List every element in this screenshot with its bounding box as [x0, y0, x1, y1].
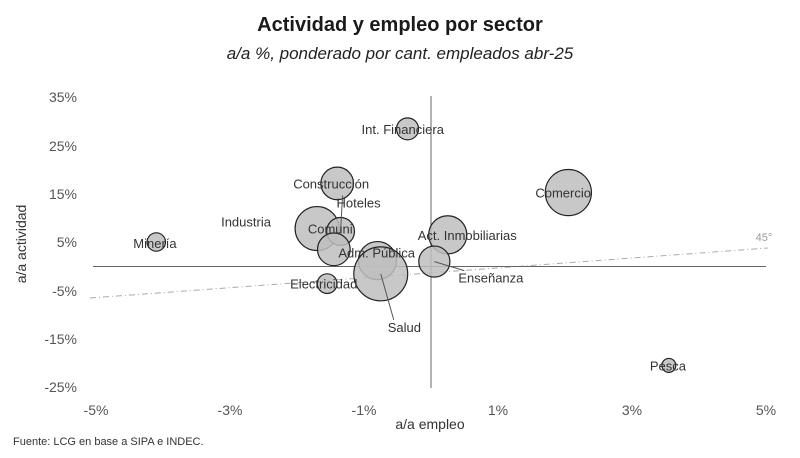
- x-tick-label: -3%: [218, 402, 243, 418]
- y-tick-label: -15%: [44, 331, 77, 347]
- x-tick-label: 5%: [756, 402, 776, 418]
- point-label: Pesca: [650, 358, 687, 373]
- y-tick-label: 5%: [57, 234, 77, 250]
- bubble-point: [395, 117, 420, 141]
- y-axis-title: a/a actividad: [13, 205, 29, 284]
- reference-line-label: 45°: [756, 232, 773, 244]
- label-leader-line: [434, 261, 465, 272]
- point-labels: Int. Financiera Construcción Comercio Indus…: [133, 122, 686, 374]
- bubble-point: [320, 166, 355, 201]
- point-label: Construcción: [293, 176, 369, 191]
- point-label: Comuni.: [308, 221, 356, 236]
- bubble-point: [316, 273, 338, 295]
- point-label: Int. Financiera: [362, 122, 445, 137]
- y-tick-label: 25%: [49, 138, 77, 154]
- point-label: Industria: [221, 215, 272, 230]
- bubble-point: [316, 232, 351, 267]
- tick-labels: -5% -3% -1% 1% 3% 5% 35% 25% 15% 5% -5% -15% -25%: [44, 89, 776, 418]
- y-tick-label: -5%: [52, 283, 77, 299]
- x-tick-label: -5%: [84, 402, 109, 418]
- y-tick-label: 35%: [49, 89, 77, 105]
- point-label: Act. Inmobiliarias: [418, 228, 517, 243]
- point-label: Hoteles: [337, 195, 382, 210]
- source-note: Fuente: LCG en base a SIPA e INDEC.: [13, 436, 204, 448]
- point-label: Minería: [133, 236, 177, 251]
- point-label: Salud: [388, 320, 421, 335]
- label-leader-line: [340, 195, 344, 232]
- chart-subtitle: a/a %, ponderado por cant. empleados abr…: [226, 44, 574, 63]
- x-tick-label: 3%: [622, 402, 642, 418]
- point-label: Electricidad: [290, 277, 357, 292]
- y-tick-label: 15%: [49, 186, 77, 202]
- x-axis-title: a/a empleo: [395, 416, 464, 432]
- point-label: Comercio: [535, 186, 591, 201]
- point-label: Adm. Pública: [338, 246, 415, 261]
- chart-title: Actividad y empleo por sector: [257, 14, 543, 36]
- x-tick-label: -1%: [352, 402, 377, 418]
- x-tick-label: 1%: [488, 402, 508, 418]
- y-tick-label: -25%: [44, 379, 77, 395]
- bubble-point: [544, 168, 593, 217]
- bubble-point: [146, 232, 167, 252]
- point-label: Enseñanza: [458, 271, 524, 286]
- label-leader-line: [380, 273, 395, 320]
- bubble-point: [661, 357, 677, 373]
